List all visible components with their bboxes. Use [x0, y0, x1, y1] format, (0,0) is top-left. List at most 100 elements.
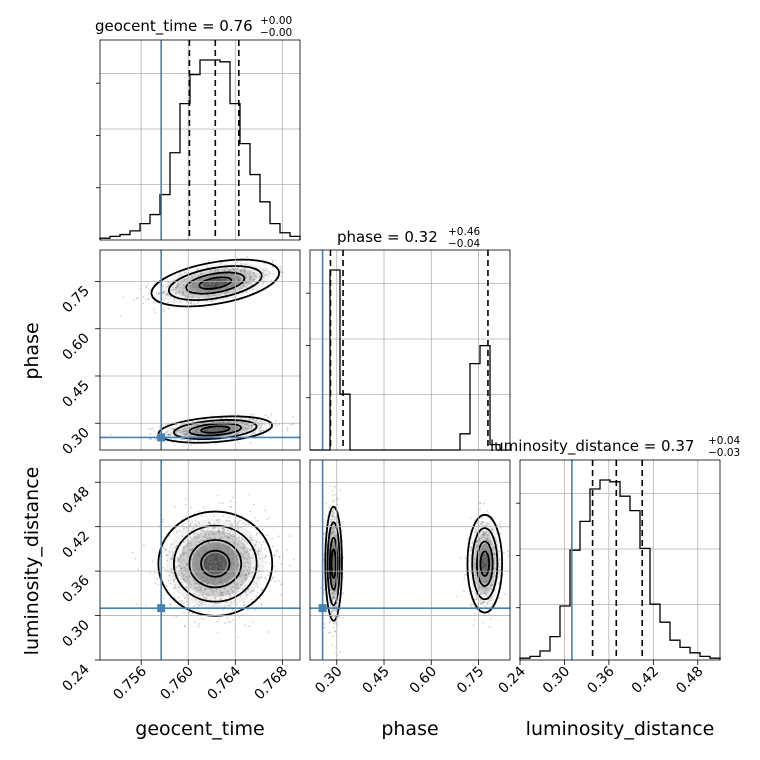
sample-point — [491, 596, 494, 598]
sample-point — [242, 522, 244, 524]
sample-point — [493, 553, 496, 555]
sample-point — [241, 287, 243, 290]
sample-point — [268, 572, 271, 575]
sample-point — [196, 583, 199, 585]
sample-point — [211, 590, 213, 593]
sample-point — [228, 519, 231, 522]
sample-point — [479, 553, 481, 556]
contour-line — [150, 258, 281, 308]
sample-point — [196, 285, 199, 287]
sample-point — [209, 522, 212, 525]
sample-point — [169, 557, 172, 560]
sample-point — [224, 269, 226, 272]
sample-point — [334, 589, 336, 592]
sample-point — [216, 564, 219, 567]
sample-point — [227, 291, 230, 294]
sample-point — [165, 585, 168, 587]
sample-point — [214, 578, 217, 581]
sample-point — [218, 531, 221, 534]
sample-point — [482, 592, 485, 595]
density-fill — [202, 278, 229, 288]
sample-point — [215, 568, 217, 570]
sample-point — [224, 577, 227, 580]
sample-point — [178, 431, 181, 434]
sample-point — [183, 566, 186, 569]
sample-point — [209, 568, 212, 571]
sample-point — [170, 431, 173, 434]
sample-point — [226, 549, 229, 552]
sample-point — [215, 551, 218, 554]
sample-point — [201, 581, 204, 583]
sample-point — [333, 540, 335, 543]
sample-point — [210, 557, 213, 559]
sample-point — [495, 539, 497, 542]
sample-point — [233, 426, 235, 429]
sample-point — [209, 566, 212, 569]
sample-point — [225, 574, 228, 576]
sample-point — [197, 440, 200, 442]
sample-point — [166, 554, 169, 556]
sample-point — [490, 605, 493, 608]
sample-point — [217, 572, 220, 575]
sample-point — [242, 565, 245, 568]
sample-point — [479, 532, 482, 535]
sample-point — [475, 582, 477, 584]
sample-point — [244, 578, 247, 581]
sample-point — [181, 288, 184, 291]
sample-point — [168, 426, 171, 429]
sample-point — [174, 559, 177, 562]
sample-point — [483, 547, 486, 550]
sample-point — [474, 592, 477, 595]
sample-point — [176, 283, 179, 286]
sample-point — [178, 428, 181, 431]
sample-point — [201, 529, 204, 532]
sample-point — [219, 576, 222, 579]
sample-point — [497, 576, 499, 579]
sample-point — [479, 537, 482, 539]
sample-point — [207, 554, 210, 556]
title-luminosity-distance-sup: +0.04 — [708, 435, 740, 447]
sample-point — [202, 289, 205, 291]
sample-point — [221, 287, 224, 290]
sample-point — [332, 512, 335, 515]
sample-point — [493, 568, 495, 571]
sample-point — [237, 279, 239, 282]
sample-point — [485, 543, 487, 546]
sample-point — [217, 269, 219, 271]
sample-point — [176, 429, 179, 432]
sample-point — [224, 288, 226, 290]
sample-point — [199, 432, 201, 435]
sample-point — [493, 546, 496, 549]
sample-point — [218, 580, 221, 583]
sample-point — [482, 533, 485, 536]
sample-point — [201, 577, 204, 579]
title-geocent-time-sup: +0.00 — [260, 15, 292, 27]
sample-point — [247, 567, 250, 569]
x-tick-label: 0.30 — [312, 664, 345, 697]
sample-point — [247, 273, 250, 275]
sample-point — [229, 569, 231, 571]
sample-point — [485, 549, 488, 551]
sample-point — [215, 429, 218, 432]
sample-point — [226, 573, 229, 576]
sample-point — [200, 540, 203, 542]
sample-point — [243, 282, 246, 285]
sample-point — [207, 429, 210, 432]
sample-point — [206, 563, 209, 566]
sample-point — [330, 533, 333, 535]
sample-point — [241, 538, 244, 541]
sample-point — [482, 534, 485, 537]
sample-point — [211, 544, 214, 547]
sample-point — [492, 529, 495, 531]
sample-point — [221, 580, 223, 582]
sample-point — [263, 262, 266, 265]
sample-point — [174, 287, 177, 289]
sample-point — [222, 282, 225, 284]
sample-point — [210, 284, 213, 287]
sample-point — [188, 433, 191, 436]
sample-point — [223, 428, 225, 430]
sample-point — [246, 558, 249, 561]
sample-point — [475, 577, 478, 580]
sample-point — [219, 283, 222, 286]
sample-point — [254, 421, 257, 423]
